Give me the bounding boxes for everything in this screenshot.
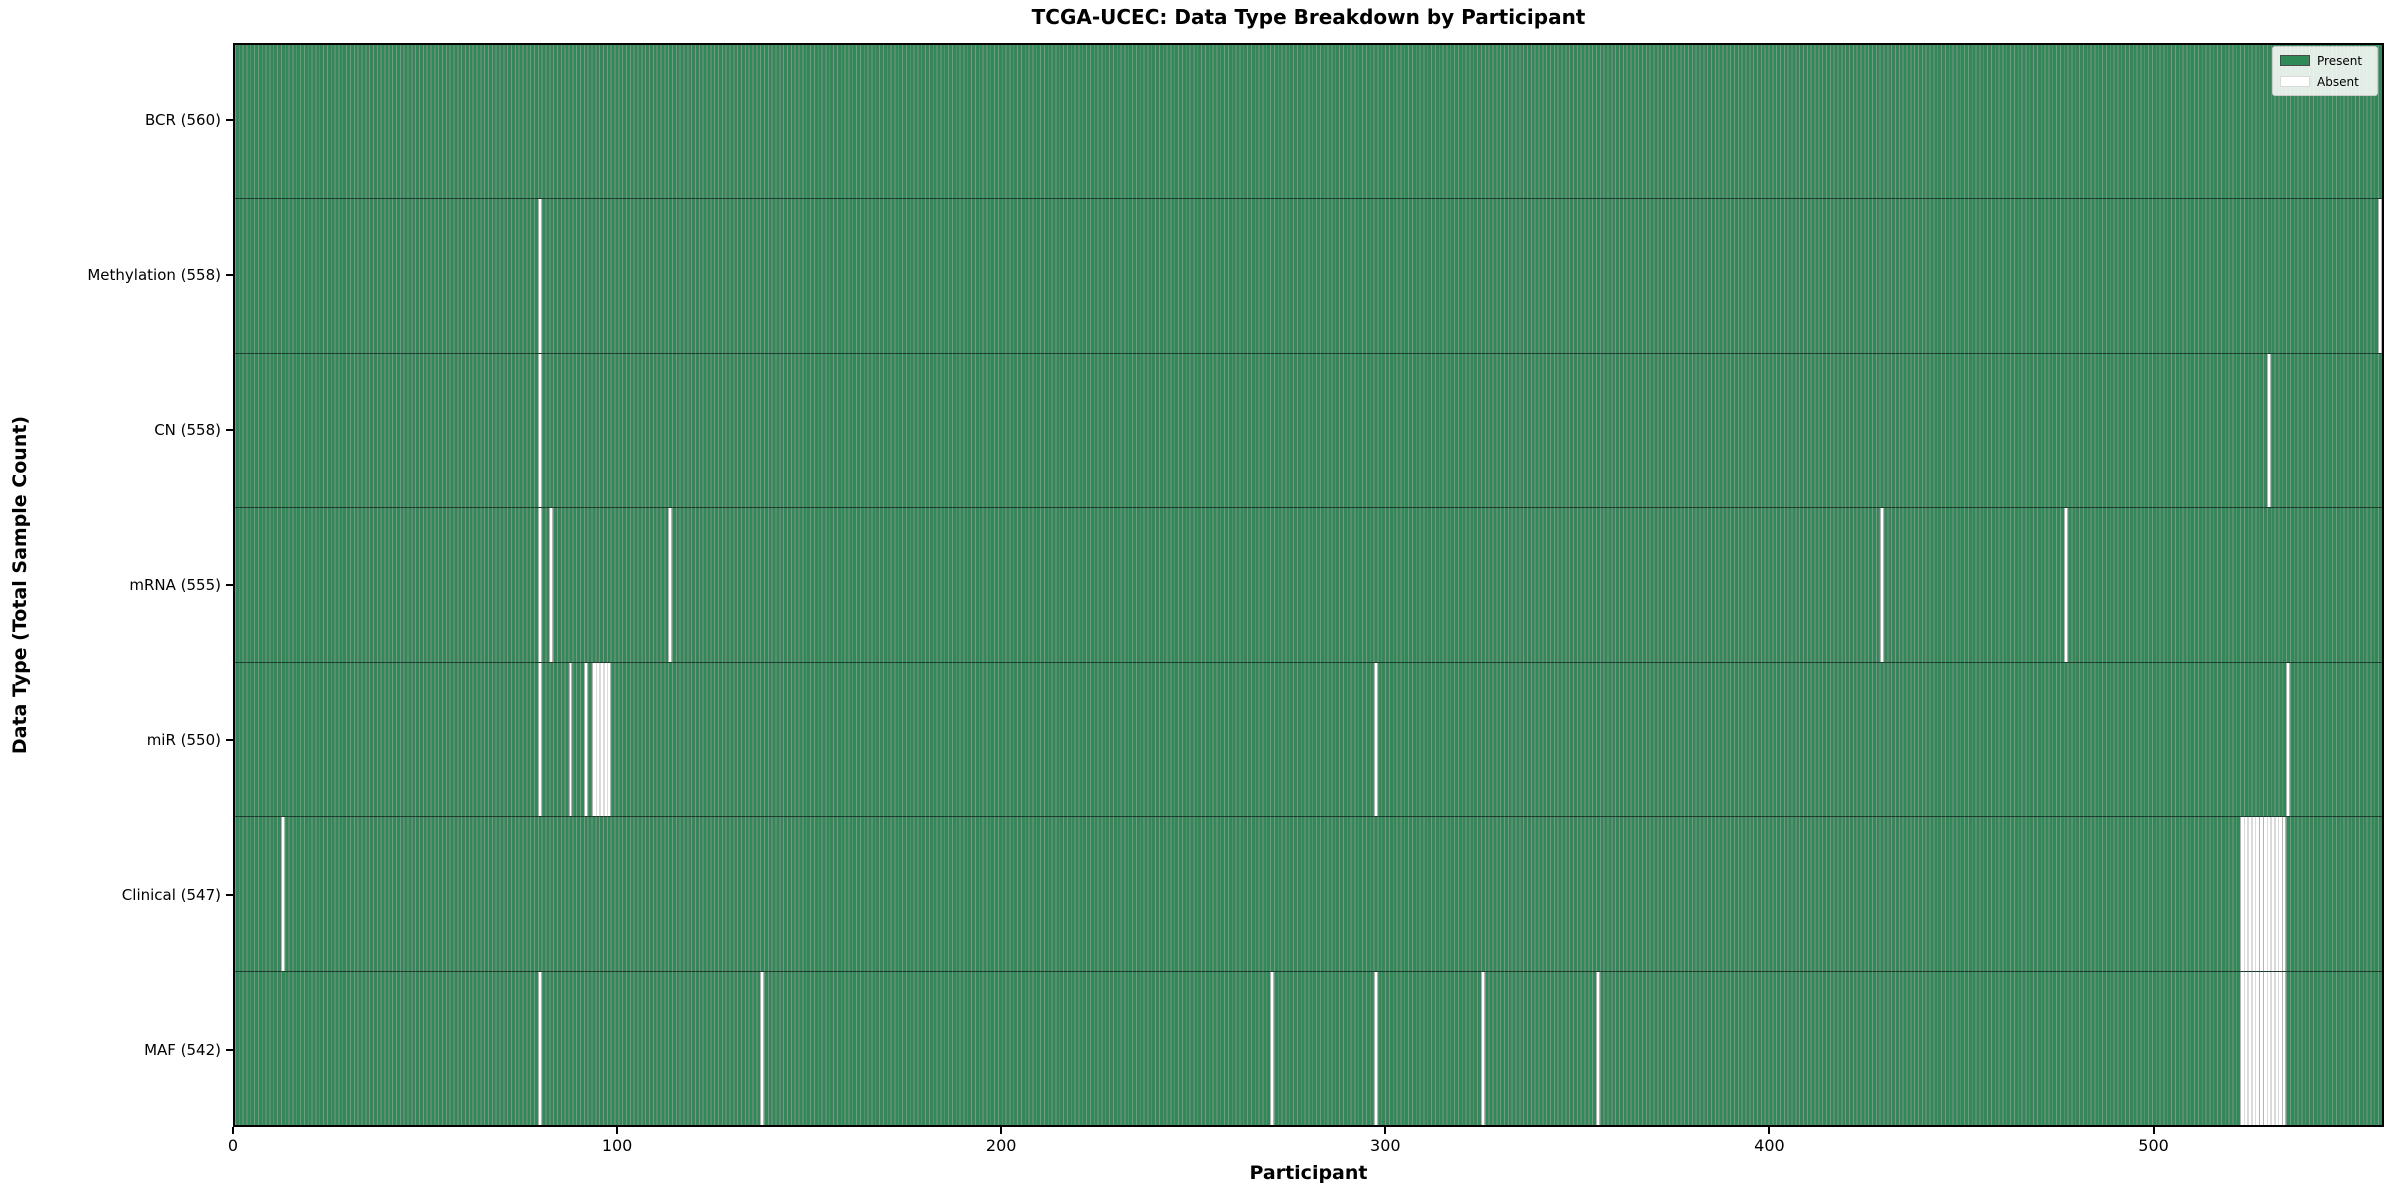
absent-gap [537,508,542,662]
absent-gap [760,971,765,1125]
absent-gap [2240,817,2287,971]
y-tick-label-clinical: Clinical (547) [121,885,221,904]
legend-entry-present: Present [2280,52,2370,69]
absent-gap [1596,971,1600,1125]
absent-gap [1270,971,1274,1125]
y-tick-mark [226,893,233,896]
y-tick-label-methylation: Methylation (558) [87,266,221,285]
x-tick-label-400: 400 [1754,1136,1785,1155]
y-tick-label-cn: CN (558) [154,421,221,440]
x-axis-label: Participant [1249,1162,1368,1184]
absent-gap [1373,971,1378,1125]
x-tick-mark [1384,1127,1387,1134]
x-tick-mark [1768,1127,1771,1134]
y-tick-label-mir: miR (550) [146,730,221,749]
legend-entry-absent: Absent [2280,73,2370,90]
absent-gap [2240,971,2287,1125]
absent-gap [281,817,285,971]
x-tick-label-500: 500 [2138,1136,2169,1155]
y-tick-label-maf: MAF (542) [144,1040,221,1059]
x-tick-label-200: 200 [985,1136,1017,1155]
legend-label: Present [2317,53,2363,68]
absent-gap [668,508,673,662]
plot-area [233,43,2384,1127]
absent-gap [568,662,573,817]
absent-gap [1373,662,1378,817]
x-tick-label-0: 0 [227,1136,239,1155]
y-tick-mark [226,738,233,741]
y-tick-label-mrna: mRNA (555) [129,576,221,594]
absent-gap [583,662,588,817]
legend-label: Absent [2317,74,2359,89]
y-tick-mark [226,429,233,432]
y-tick-label-bcr: BCR (560) [144,111,221,130]
legend-swatch-present [2280,55,2310,66]
absent-gap [2286,662,2290,817]
chart-title: TCGA-UCEC: Data Type Breakdown by Partic… [1031,5,1586,29]
row-mir [235,662,2382,818]
row-methylation [235,199,2382,354]
row-maf [235,971,2382,1125]
legend: Present Absent [2272,46,2378,96]
y-tick-mark [226,1048,233,1051]
row-mrna [235,508,2382,663]
legend-swatch-absent [2280,76,2310,87]
y-tick-mark [226,274,233,277]
row-bcr [235,45,2382,200]
x-tick-mark [1000,1127,1003,1134]
x-tick-label-300: 300 [1370,1136,1401,1155]
absent-gap [591,662,611,817]
absent-gap [537,971,542,1125]
absent-gap [2378,199,2382,353]
absent-gap [2063,508,2068,662]
absent-gap [537,199,542,353]
x-tick-mark [616,1127,619,1134]
y-tick-mark [226,119,233,122]
absent-gap [1879,508,1884,662]
absent-gap [537,662,542,817]
x-tick-mark [232,1127,234,1134]
x-tick-label-100: 100 [601,1136,633,1155]
row-clinical [235,817,2382,972]
absent-gap [1481,971,1485,1125]
absent-gap [549,508,554,662]
y-tick-mark [226,584,233,586]
absent-gap [537,353,542,508]
absent-gap [2266,353,2271,508]
x-tick-mark [2152,1127,2155,1134]
row-cn [235,353,2382,509]
